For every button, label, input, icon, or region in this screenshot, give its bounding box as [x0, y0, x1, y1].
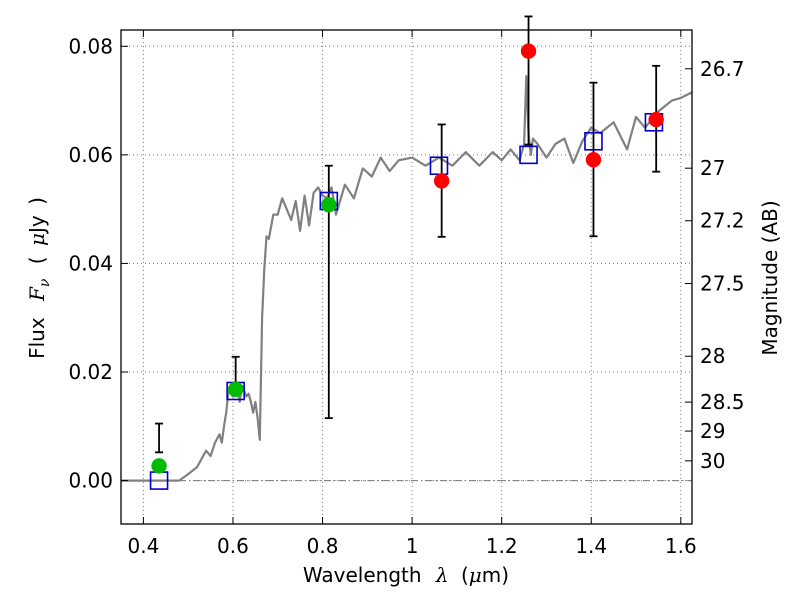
x-axis-label-unit-mu: μ: [469, 563, 482, 587]
x-axis-label-symbol: λ: [435, 563, 449, 587]
x-tick-label: 1.4: [575, 534, 607, 558]
model-spectrum-layer: [121, 74, 693, 482]
red-data-point: [585, 151, 602, 168]
model-spectrum-line: [121, 74, 693, 482]
magnitude-tick-label: 27.2: [700, 209, 745, 233]
observed-point-layer: [151, 43, 664, 474]
green-data-point: [151, 458, 167, 474]
red-data-point: [433, 173, 450, 189]
y-axis-label-subscript: ν: [37, 278, 53, 287]
model-square-marker: [584, 131, 603, 151]
x-tick-label: 0.6: [217, 534, 249, 558]
y-tick-label: 0.06: [68, 143, 113, 167]
x-axis-label-unit-open: (: [461, 563, 469, 587]
green-data-point: [227, 381, 244, 398]
magnitude-tick-label: 27: [700, 156, 725, 180]
magnitude-tick-label: 28: [700, 344, 725, 368]
x-axis-label-prefix: Wavelength: [303, 563, 422, 587]
magnitude-axis-label: Magnitude (AB): [758, 200, 782, 355]
y-axis-label: Flux Fν ( μJy ): [25, 197, 54, 359]
y-axis-label-unit-rest: Jy: [25, 215, 49, 235]
magnitude-tick-label: 26.7: [700, 57, 745, 81]
y-axis-label-unit-open: (: [25, 256, 49, 264]
y-tick-label: 0.04: [68, 251, 113, 275]
y-axis-label-unit-mu: μ: [25, 233, 49, 246]
y-tick-label: 0.08: [68, 34, 113, 58]
x-axis-label-unit-rest: m): [482, 563, 509, 587]
magnitude-tick-label: 29: [700, 419, 725, 443]
green-data-point: [321, 197, 337, 213]
x-tick-label: 0.4: [127, 534, 159, 558]
model-square-marker: [519, 145, 538, 165]
magnitude-tick-label: 30: [700, 449, 725, 473]
y-axis-label-prefix: Flux: [25, 317, 49, 359]
x-axis-label: Wavelength λ (μm): [303, 563, 509, 587]
y-axis-label-unit-close: ): [25, 197, 49, 205]
magnitude-tick-label: 27.5: [700, 271, 745, 295]
x-tick-label: 1.6: [665, 534, 697, 558]
y-axis-label-symbol: F: [25, 286, 49, 302]
magnitude-tick-label: 28.5: [700, 390, 745, 414]
model-square-layer: [149, 112, 664, 490]
x-tick-label: 1: [406, 534, 419, 558]
x-tick-label: 0.8: [307, 534, 339, 558]
red-data-point: [520, 43, 537, 59]
y-tick-label: 0.02: [68, 360, 113, 384]
x-tick-label: 1.2: [486, 534, 518, 558]
plot-frame: [120, 29, 693, 525]
y-tick-label: 0.00: [68, 469, 113, 493]
red-data-point: [648, 111, 664, 128]
model-square-marker: [429, 156, 449, 176]
tick-layer: 0.4 0.6 0.8 1 1.2 1.4 1.6 0.00 0.02 0.04 0.06 0.08 2…: [68, 30, 745, 558]
